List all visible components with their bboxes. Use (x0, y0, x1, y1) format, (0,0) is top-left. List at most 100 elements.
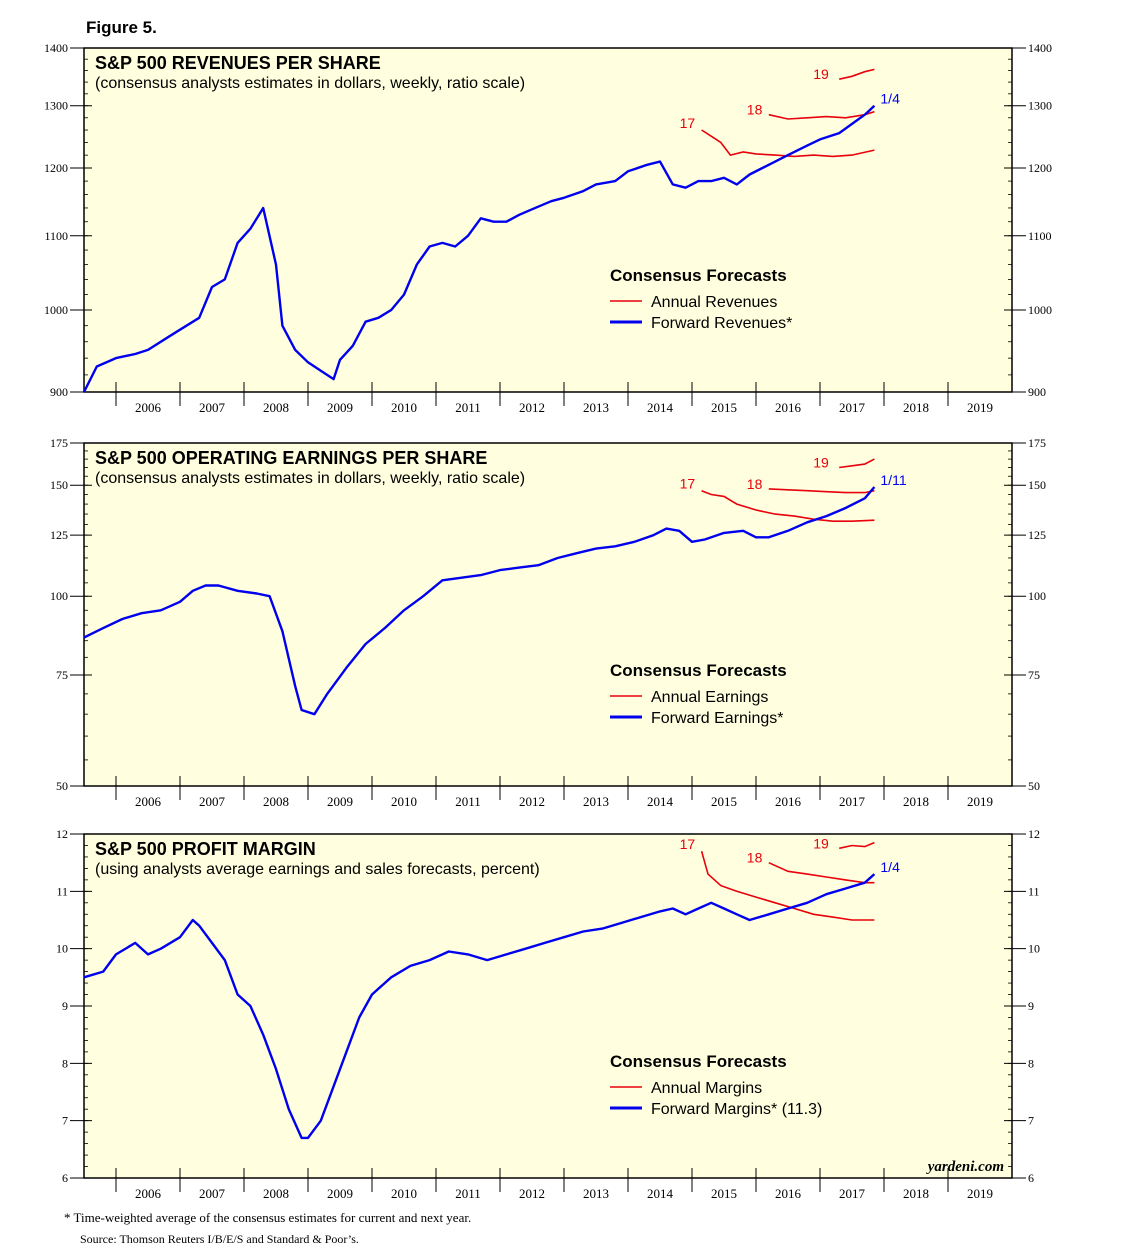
legend-annual-label: Annual Revenues (651, 294, 777, 311)
y-tick-label-right: 8 (1028, 1056, 1034, 1070)
x-tick-label: 2019 (967, 400, 993, 415)
figure-label: Figure 5. (86, 18, 157, 37)
x-tick-label: 2010 (391, 400, 417, 415)
x-tick-label: 2006 (135, 794, 162, 809)
legend-annual-label: Annual Margins (651, 1080, 762, 1097)
y-tick-label-right: 11 (1028, 884, 1040, 898)
chart-panel-1: 900 900 1000 1000 1100 1100 1200 1200 1300 1300 14… (44, 41, 1052, 415)
chart-subtitle: (using analysts average earnings and sal… (95, 861, 540, 878)
y-tick-label-right: 1100 (1028, 229, 1052, 243)
y-tick-label-right: 900 (1028, 385, 1046, 399)
y-tick-label-left: 10 (56, 942, 68, 956)
legend-title: Consensus Forecasts (610, 266, 787, 285)
legend-forward-label: Forward Earnings* (651, 710, 784, 727)
x-tick-label: 2017 (839, 1186, 866, 1201)
x-tick-label: 2018 (903, 400, 929, 415)
x-tick-label: 2014 (647, 1186, 674, 1201)
y-tick-label-right: 7 (1028, 1114, 1034, 1128)
y-tick-label-right: 150 (1028, 478, 1046, 492)
legend-forward-label: Forward Revenues* (651, 315, 792, 332)
y-tick-label-left: 11 (56, 884, 68, 898)
x-tick-label: 2014 (647, 400, 674, 415)
y-tick-label-right: 75 (1028, 668, 1040, 682)
x-tick-label: 2013 (583, 794, 609, 809)
annual-series-17 (700, 850, 875, 921)
legend-annual-label: Annual Earnings (651, 689, 768, 706)
chart-title: S&P 500 REVENUES PER SHARE (95, 53, 381, 73)
y-tick-label-left: 900 (50, 385, 68, 399)
x-tick-label: 2017 (839, 400, 866, 415)
y-tick-label-right: 100 (1028, 589, 1046, 603)
y-tick-label-left: 9 (62, 999, 68, 1013)
x-tick-label: 2008 (263, 794, 289, 809)
chart-panel-2: 50 50 75 75 100 100 125 125 150 150 175 175 2006 2007… (50, 436, 1046, 809)
y-tick-label-right: 125 (1028, 528, 1046, 542)
y-tick-label-left: 1100 (44, 229, 68, 243)
y-tick-label-left: 1300 (44, 99, 68, 113)
source-note: Source: Thomson Reuters I/B/E/S and Stan… (80, 1232, 359, 1246)
annotation-1-4: 1/4 (880, 91, 900, 107)
annotation-18: 18 (747, 850, 763, 866)
y-tick-label-left: 50 (56, 779, 68, 793)
y-tick-label-left: 6 (62, 1171, 68, 1185)
y-tick-label-left: 150 (50, 478, 68, 492)
annual-series-17 (701, 129, 875, 158)
y-tick-label-left: 1000 (44, 303, 68, 317)
annual-series-19 (839, 68, 875, 80)
annotation-19: 19 (813, 835, 829, 851)
y-tick-label-right: 50 (1028, 779, 1040, 793)
forward-series-line (82, 104, 876, 393)
legend-title: Consensus Forecasts (610, 661, 787, 680)
annotation-17: 17 (680, 476, 696, 492)
y-tick-label-left: 8 (62, 1056, 68, 1070)
x-tick-label: 2007 (199, 400, 226, 415)
y-tick-label-right: 1300 (1028, 99, 1052, 113)
annotation-18: 18 (747, 476, 763, 492)
y-tick-label-right: 1000 (1028, 303, 1052, 317)
x-tick-label: 2016 (775, 1186, 802, 1201)
x-tick-label: 2011 (455, 1186, 481, 1201)
y-tick-label-left: 125 (50, 528, 68, 542)
x-tick-label: 2009 (327, 400, 353, 415)
legend-forward-label: Forward Margins* (11.3) (651, 1101, 822, 1118)
x-tick-label: 2009 (327, 1186, 353, 1201)
annotation-19: 19 (813, 455, 829, 471)
y-tick-label-left: 100 (50, 589, 68, 603)
chart-title: S&P 500 PROFIT MARGIN (95, 839, 316, 859)
legend-title: Consensus Forecasts (610, 1052, 787, 1071)
x-tick-label: 2013 (583, 400, 609, 415)
x-tick-label: 2011 (455, 794, 481, 809)
x-tick-label: 2008 (263, 1186, 289, 1201)
annual-series-18 (768, 488, 875, 494)
y-tick-label-left: 7 (62, 1114, 68, 1128)
y-tick-label-right: 175 (1028, 436, 1046, 450)
plot-area (83, 47, 1013, 393)
x-tick-label: 2017 (839, 794, 866, 809)
y-tick-label-left: 1400 (44, 41, 68, 55)
plot-area (83, 442, 1013, 787)
chart-panel-3: 6 6 7 7 8 8 9 9 10 10 11 11 12 12 2006 2007 2008 2009 2010… (56, 827, 1040, 1201)
x-tick-label: 2010 (391, 1186, 417, 1201)
x-tick-label: 2010 (391, 794, 417, 809)
x-tick-label: 2018 (903, 794, 929, 809)
y-tick-label-right: 9 (1028, 999, 1034, 1013)
chart-title: S&P 500 OPERATING EARNINGS PER SHARE (95, 448, 487, 468)
annotation-18: 18 (747, 102, 763, 118)
y-tick-label-right: 6 (1028, 1171, 1034, 1185)
x-tick-label: 2014 (647, 794, 674, 809)
annotation-19: 19 (813, 66, 829, 82)
y-tick-label-right: 12 (1028, 827, 1040, 841)
forward-series-line (83, 873, 876, 1140)
annotation-17: 17 (680, 115, 696, 131)
x-tick-label: 2019 (967, 1186, 993, 1201)
x-tick-label: 2015 (711, 794, 737, 809)
chart-subtitle: (consensus analysts estimates in dollars… (95, 75, 525, 92)
chart-subtitle: (consensus analysts estimates in dollars… (95, 470, 525, 487)
y-tick-label-right: 10 (1028, 942, 1040, 956)
y-tick-label-left: 175 (50, 436, 68, 450)
y-tick-label-left: 75 (56, 668, 68, 682)
x-tick-label: 2016 (775, 400, 802, 415)
x-tick-label: 2007 (199, 794, 226, 809)
x-tick-label: 2008 (263, 400, 289, 415)
